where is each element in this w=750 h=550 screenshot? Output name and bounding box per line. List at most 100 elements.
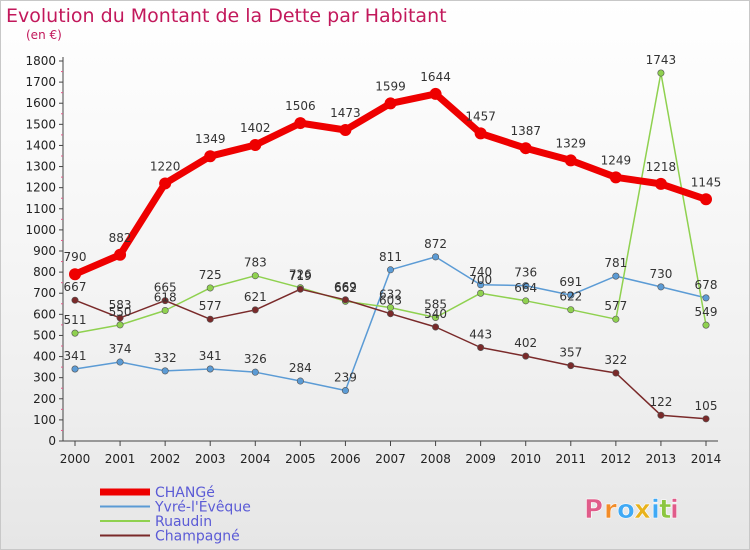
y-tick-label: 1000 (25, 223, 56, 237)
data-label: 700 (469, 273, 492, 287)
data-point (519, 142, 532, 155)
data-point (654, 177, 667, 190)
data-label: 783 (244, 256, 267, 270)
data-label: 583 (109, 298, 132, 312)
data-label: 1457 (465, 109, 496, 123)
data-point (206, 315, 214, 323)
data-label: 239 (334, 371, 357, 385)
y-tick-label: 500 (33, 328, 56, 342)
data-point (612, 315, 620, 323)
data-label: 667 (64, 280, 87, 294)
data-point (657, 283, 665, 291)
data-label: 1387 (510, 124, 541, 138)
logo-letter: i (651, 495, 660, 525)
logo-letter: r (604, 495, 617, 525)
data-point (477, 281, 485, 289)
data-point (702, 321, 710, 329)
data-point (522, 282, 530, 290)
data-label: 678 (695, 278, 718, 292)
x-tick-label: 2011 (556, 452, 587, 466)
legend-label: Yvré-l'Évêque (154, 499, 251, 516)
series-group (69, 69, 712, 423)
data-label: 621 (244, 290, 267, 304)
data-point (116, 321, 124, 329)
series-line (74, 256, 707, 392)
data-label: 1220 (150, 159, 181, 173)
data-label: 632 (379, 288, 402, 302)
data-label: 105 (695, 399, 718, 413)
data-label: 332 (154, 351, 177, 365)
data-point (432, 253, 440, 261)
data-point (341, 296, 349, 304)
data-point (567, 362, 575, 370)
data-label: 322 (604, 353, 627, 367)
logo-letter: P (584, 495, 603, 525)
data-label: 1329 (556, 136, 587, 150)
legend-label: CHANGé (155, 485, 215, 501)
data-point (161, 307, 169, 315)
data-label: 1599 (375, 79, 406, 93)
data-label: 577 (604, 299, 627, 313)
y-tick-label: 0 (48, 434, 56, 448)
y-tick-label: 800 (33, 265, 56, 279)
data-label: 585 (424, 298, 447, 312)
data-label: 872 (424, 237, 447, 251)
data-label: 550 (109, 305, 132, 319)
logo-letter: o (617, 495, 635, 525)
data-label: 665 (154, 281, 177, 295)
data-point (386, 266, 394, 274)
data-label: 664 (514, 281, 537, 295)
data-point (386, 310, 394, 318)
x-tick-label: 2001 (105, 452, 136, 466)
y-tick-label: 1500 (25, 117, 56, 131)
x-tick-label: 2013 (646, 452, 677, 466)
data-label: 691 (559, 275, 582, 289)
data-point (251, 306, 259, 314)
x-tick-label: 2003 (195, 452, 226, 466)
data-label: 603 (379, 294, 402, 308)
logo-letter: x (634, 495, 651, 525)
x-tick-label: 2004 (240, 452, 271, 466)
data-label: 790 (64, 250, 87, 264)
y-tick-label: 200 (33, 392, 56, 406)
data-label: 1473 (330, 106, 361, 120)
data-point (161, 297, 169, 305)
data-label: 740 (469, 265, 492, 279)
data-label: 511 (64, 313, 87, 327)
x-tick-label: 2005 (285, 452, 316, 466)
data-point (567, 306, 575, 314)
data-point (657, 69, 665, 77)
data-point (564, 154, 577, 167)
data-label: 618 (154, 291, 177, 305)
data-point (296, 377, 304, 385)
data-label: 622 (559, 290, 582, 304)
data-label: 719 (289, 269, 312, 283)
data-label: 662 (334, 281, 357, 295)
data-point (204, 150, 217, 163)
x-tick-label: 2010 (510, 452, 541, 466)
data-point (609, 171, 622, 184)
data-label: 811 (379, 250, 402, 264)
data-point (296, 285, 304, 293)
y-tick-label: 600 (33, 307, 56, 321)
logo-letter: t (659, 495, 671, 525)
x-tick-label: 2000 (60, 452, 91, 466)
data-label: 443 (469, 327, 492, 341)
data-point (71, 296, 79, 304)
x-tick-label: 2012 (601, 452, 632, 466)
y-tick-label: 1600 (25, 96, 56, 110)
data-point (612, 272, 620, 280)
y-tick-label: 1200 (25, 181, 56, 195)
data-point (159, 177, 172, 190)
x-tick-label: 2009 (465, 452, 496, 466)
data-point (341, 387, 349, 395)
data-point (429, 87, 442, 100)
data-label: 781 (604, 256, 627, 270)
data-label: 1249 (601, 153, 632, 167)
axes: 0 100 200 300 400 500 600 700 800 900 1000 1100 1200… (25, 54, 721, 466)
data-label: 669 (334, 280, 357, 294)
data-label: 736 (514, 266, 537, 280)
data-point (432, 313, 440, 321)
